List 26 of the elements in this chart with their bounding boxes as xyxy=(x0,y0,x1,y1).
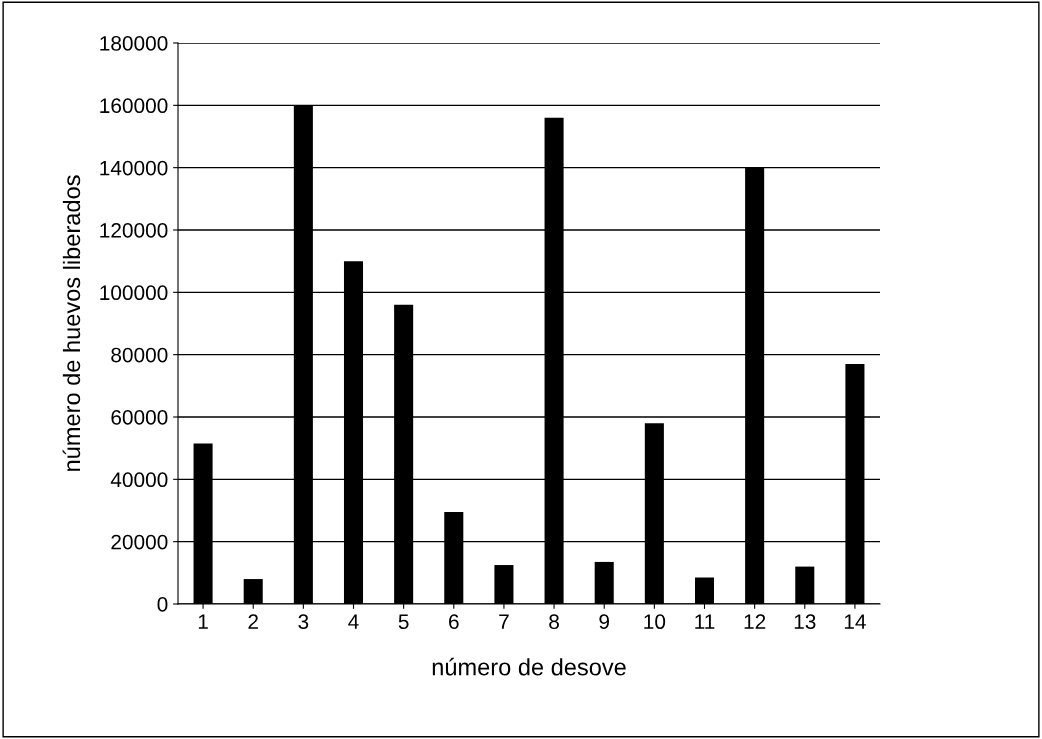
x-tick-label: 4 xyxy=(348,614,359,629)
x-axis-title: número de desove xyxy=(432,657,626,676)
x-tick-label: 5 xyxy=(398,614,409,630)
y-tick-label: 60000 xyxy=(111,410,168,425)
y-tick-label: 40000 xyxy=(110,472,168,488)
y-tick-label: 180000 xyxy=(100,36,168,51)
x-tick-label: 10 xyxy=(644,614,666,630)
x-tick-label: 9 xyxy=(599,614,610,630)
y-tick-label: 80000 xyxy=(111,347,168,363)
x-tick-label: 1 xyxy=(198,614,208,629)
x-tick-label: 7 xyxy=(499,614,509,629)
x-tick-label: 3 xyxy=(298,614,309,630)
x-tick-label: 12 xyxy=(744,614,766,629)
y-tick-label: 100000 xyxy=(100,285,168,301)
y-tick-label: 20000 xyxy=(111,534,168,550)
y-tick-label: 160000 xyxy=(100,98,168,114)
y-axis-title: número de huevos liberados xyxy=(62,175,81,471)
x-tick-label: 13 xyxy=(794,614,816,630)
x-tick-label: 11 xyxy=(695,614,715,629)
y-tick-label: 120000 xyxy=(100,223,168,238)
y-tick-label: 140000 xyxy=(100,160,168,176)
x-tick-label: 8 xyxy=(549,614,559,630)
y-tick-label: 0 xyxy=(157,597,168,612)
x-tick-label: 14 xyxy=(844,614,866,629)
x-tick-label: 2 xyxy=(248,614,258,629)
x-tick-label: 6 xyxy=(449,614,459,630)
